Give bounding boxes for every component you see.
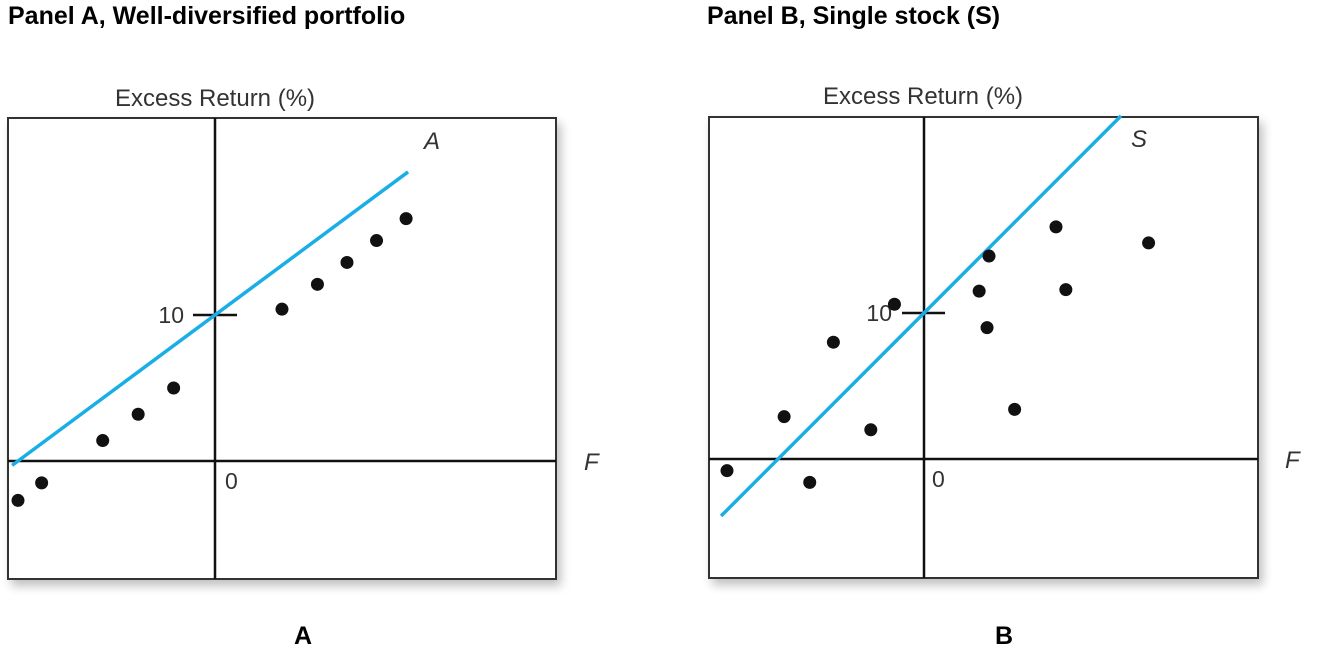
panel-a-data-point <box>96 434 110 448</box>
panel-b-data-point <box>864 423 878 437</box>
panel-a-x-label: F <box>584 449 600 476</box>
panel-a-fit-line <box>11 170 410 467</box>
panel-b-caption: B <box>995 622 1014 650</box>
panel-a-points <box>11 212 413 507</box>
panel-b-line-label: S <box>1131 126 1147 153</box>
panel-b-chart: Excess Return (%) 10 0 F S <box>708 83 1301 579</box>
panel-b-data-point <box>803 475 817 489</box>
panel-a-chart: Excess Return (%) 10 0 F A <box>7 85 600 580</box>
panel-b-x-label: F <box>1285 447 1301 474</box>
panel-b-data-point <box>1142 236 1156 250</box>
panel-a-caption: A <box>294 622 313 650</box>
panel-b-data-point <box>1059 283 1073 297</box>
panel-b-data-point <box>982 249 996 263</box>
panel-b-data-point <box>980 321 994 335</box>
panel-b-data-point <box>887 297 901 311</box>
panel-a-data-point <box>35 476 49 490</box>
panel-b-y-tick-label: 10 <box>866 300 892 326</box>
panel-a-data-point <box>275 302 289 316</box>
panel-b-fit-line <box>719 114 1123 518</box>
panel-a-y-tick-label: 10 <box>158 302 184 328</box>
panel-b-ylabel: Excess Return (%) <box>823 83 1023 110</box>
panel-a-data-point <box>399 212 413 226</box>
panel-a-data-point <box>131 407 145 421</box>
panel-a-data-point <box>310 277 324 291</box>
panel-b-data-point <box>720 464 734 478</box>
panel-b-data-point <box>777 410 791 424</box>
panel-a-data-point <box>11 493 25 507</box>
panel-a-frame <box>7 117 557 580</box>
panel-a-data-point <box>167 381 181 395</box>
panel-b-frame <box>708 116 1259 579</box>
panel-a-origin-label: 0 <box>225 468 238 494</box>
panel-b-data-point <box>972 284 986 298</box>
panel-a-ylabel: Excess Return (%) <box>115 85 315 112</box>
panel-b-points <box>720 220 1156 489</box>
panel-b-data-point <box>1008 402 1022 416</box>
panel-a-line-label: A <box>422 128 440 155</box>
panel-a-title: Panel A, Well-diversified portfolio <box>8 2 406 30</box>
panel-b-data-point <box>826 335 840 349</box>
panel-b-title: Panel B, Single stock (S) <box>707 2 1001 30</box>
panel-a-data-point <box>370 234 384 248</box>
panel-b-data-point <box>1049 220 1063 234</box>
panel-b-origin-label: 0 <box>932 466 945 492</box>
panel-a-data-point <box>340 255 354 269</box>
